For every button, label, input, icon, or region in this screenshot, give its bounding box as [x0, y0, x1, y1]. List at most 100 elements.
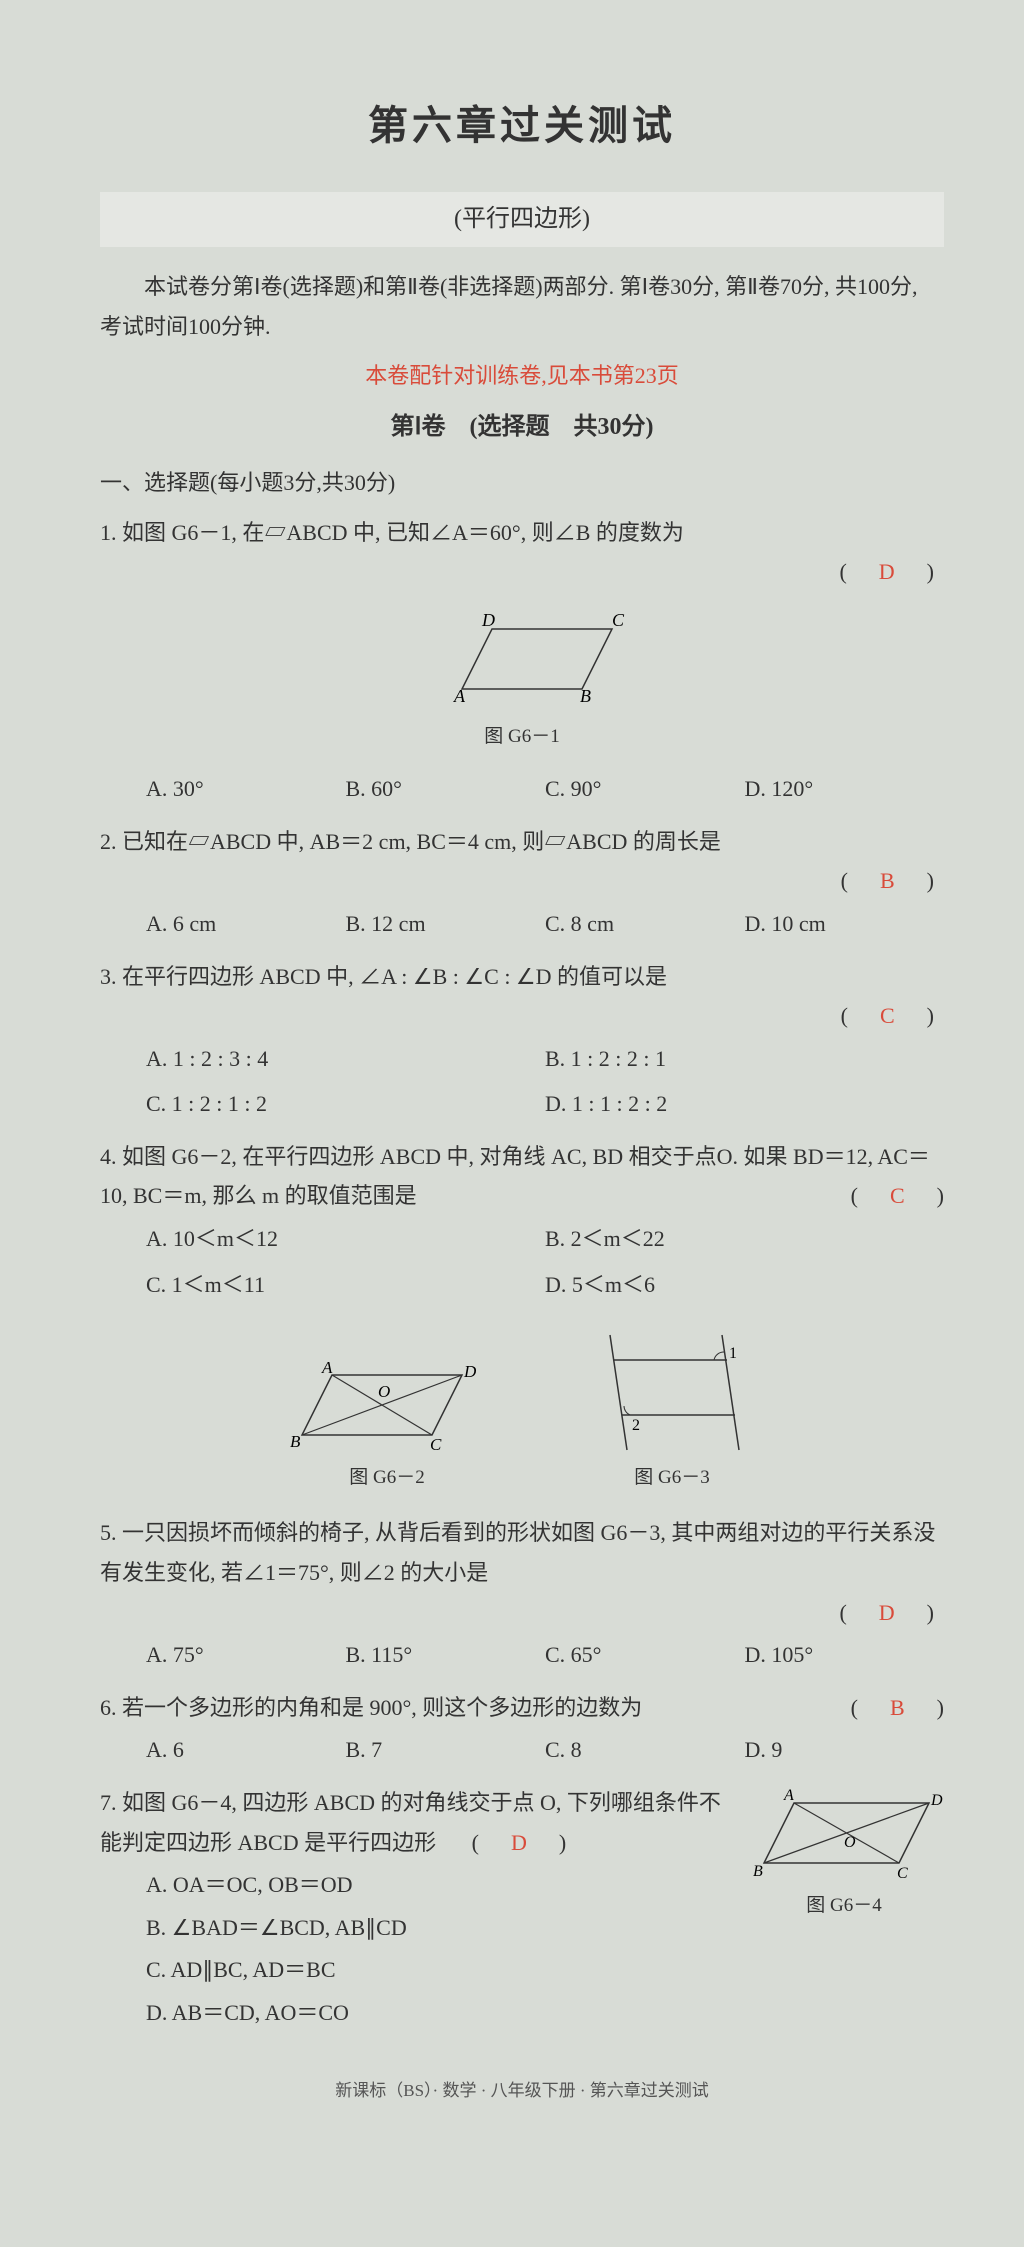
svg-text:2: 2	[632, 1417, 640, 1434]
q3-text: 在平行四边形 ABCD 中, ∠A : ∠B : ∠C : ∠D 的值可以是	[122, 964, 667, 989]
part1-header: 第Ⅰ卷 (选择题 共30分)	[100, 406, 944, 449]
q4-options: A. 10＜m＜12 B. 2＜m＜22 C. 1＜m＜11 D. 5＜m＜6	[100, 1216, 944, 1307]
figure-g6-2: O A B C D 图 G6－2	[282, 1355, 492, 1495]
fig-g6-3-label: 图 G6－3	[582, 1461, 762, 1495]
question-1: 1. 如图 G6－1, 在▱ABCD 中, 已知∠A＝60°, 则∠B 的度数为…	[100, 513, 944, 812]
fig-g6-1-label: 图 G6－1	[100, 720, 944, 754]
parallelogram-icon: A B C D	[412, 604, 632, 714]
question-3: 3. 在平行四边形 ABCD 中, ∠A : ∠B : ∠C : ∠D 的值可以…	[100, 957, 944, 1127]
q7-opt-d: D. AB＝CD, AO＝CO	[146, 1993, 944, 2033]
q5-opt-a: A. 75°	[146, 1635, 346, 1675]
q4-opt-b: B. 2＜m＜22	[545, 1219, 944, 1259]
q3-options: A. 1 : 2 : 3 : 4 B. 1 : 2 : 2 : 1 C. 1 :…	[100, 1036, 944, 1127]
q3-answer: C	[880, 1003, 895, 1028]
q2-num: 2.	[100, 829, 117, 854]
q6-opt-d: D. 9	[745, 1730, 945, 1770]
q2-text: 已知在▱ABCD 中, AB＝2 cm, BC＝4 cm, 则▱ABCD 的周长…	[122, 829, 721, 854]
q5-opt-b: B. 115°	[346, 1635, 546, 1675]
q5-answer: D	[879, 1600, 895, 1625]
q6-text: 若一个多边形的内角和是 900°, 则这个多边形的边数为	[122, 1695, 642, 1720]
q1-opt-a: A. 30°	[146, 769, 346, 809]
q5-answer-row: ( D )	[100, 1593, 944, 1633]
q1-text: 如图 G6－1, 在▱ABCD 中, 已知∠A＝60°, 则∠B 的度数为	[122, 520, 684, 545]
q4-answer: C	[890, 1183, 905, 1208]
q1-options: A. 30° B. 60° C. 90° D. 120°	[100, 766, 944, 812]
question-4: 4. 如图 G6－2, 在平行四边形 ABCD 中, 对角线 AC, BD 相交…	[100, 1137, 944, 1496]
paren-open: (	[839, 559, 868, 584]
svg-text:A: A	[783, 1787, 794, 1804]
quadrilateral-diagonals-icon: O A B C D	[744, 1783, 944, 1883]
q3-opt-c: C. 1 : 2 : 1 : 2	[146, 1084, 545, 1124]
q5-opt-c: C. 65°	[545, 1635, 745, 1675]
q7-answer: D	[511, 1830, 527, 1855]
q7-text: 如图 G6－4, 四边形 ABCD 的对角线交于点 O, 下列哪组条件不能判定四…	[100, 1790, 721, 1855]
q6-answer: B	[890, 1695, 905, 1720]
q4-num: 4.	[100, 1144, 117, 1169]
q6-options: A. 6 B. 7 C. 8 D. 9	[100, 1727, 944, 1773]
section-header: 一、选择题(每小题3分,共30分)	[100, 463, 944, 503]
svg-text:B: B	[290, 1432, 301, 1451]
chapter-subtitle: (平行四边形)	[100, 192, 944, 247]
fig-g6-4-label: 图 G6－4	[744, 1889, 944, 1923]
parallelogram-diagonals-icon: O A B C D	[282, 1355, 492, 1455]
q4-text: 如图 G6－2, 在平行四边形 ABCD 中, 对角线 AC, BD 相交于点O…	[100, 1144, 930, 1209]
q1-answer: D	[879, 559, 895, 584]
q3-opt-d: D. 1 : 1 : 2 : 2	[545, 1084, 944, 1124]
q7-answer-row: ( D )	[472, 1830, 567, 1855]
q2-answer: B	[880, 868, 895, 893]
q2-opt-c: C. 8 cm	[545, 904, 745, 944]
chair-parallelogram-icon: 1 2	[582, 1325, 762, 1455]
page-footer: 新课标（BS）· 数学 · 八年级下册 · 第六章过关测试	[100, 2076, 944, 2107]
q6-opt-c: C. 8	[545, 1730, 745, 1770]
q1-num: 1.	[100, 520, 117, 545]
figure-g6-4: O A B C D 图 G6－4	[744, 1783, 944, 1923]
figure-g6-1: A B C D 图 G6－1	[100, 604, 944, 754]
q1-opt-d: D. 120°	[745, 769, 945, 809]
q6-opt-a: A. 6	[146, 1730, 346, 1770]
svg-text:A: A	[321, 1358, 333, 1377]
q5-opt-d: D. 105°	[745, 1635, 945, 1675]
q4-opt-a: A. 10＜m＜12	[146, 1219, 545, 1259]
svg-text:A: A	[453, 686, 466, 706]
q5-text: 一只因损坏而倾斜的椅子, 从背后看到的形状如图 G6－3, 其中两组对边的平行关…	[100, 1520, 935, 1585]
paren-close: )	[905, 559, 934, 584]
intro-text: 本试卷分第Ⅰ卷(选择题)和第Ⅱ卷(非选择题)两部分. 第Ⅰ卷30分, 第Ⅱ卷70…	[100, 267, 944, 346]
figure-pair-g6-2-3: O A B C D 图 G6－2 1 2 图 G6－3	[100, 1325, 944, 1495]
q3-num: 3.	[100, 964, 117, 989]
svg-text:O: O	[844, 1834, 856, 1851]
q6-opt-b: B. 7	[346, 1730, 546, 1770]
svg-text:D: D	[463, 1362, 477, 1381]
svg-text:D: D	[930, 1792, 943, 1809]
q2-opt-d: D. 10 cm	[745, 904, 945, 944]
q2-opt-a: A. 6 cm	[146, 904, 346, 944]
svg-text:1: 1	[729, 1345, 737, 1362]
q7-opt-c: C. AD∥BC, AD＝BC	[146, 1950, 944, 1990]
svg-text:C: C	[430, 1435, 442, 1454]
q2-options: A. 6 cm B. 12 cm C. 8 cm D. 10 cm	[100, 901, 944, 947]
q3-answer-row: ( C )	[100, 996, 944, 1036]
q1-opt-c: C. 90°	[545, 769, 745, 809]
svg-text:B: B	[753, 1863, 763, 1880]
q2-answer-row: ( B )	[100, 861, 944, 901]
q1-answer-row: ( D )	[100, 552, 944, 592]
svg-text:C: C	[897, 1865, 908, 1882]
question-5: 5. 一只因损坏而倾斜的椅子, 从背后看到的形状如图 G6－3, 其中两组对边的…	[100, 1513, 944, 1677]
question-2: 2. 已知在▱ABCD 中, AB＝2 cm, BC＝4 cm, 则▱ABCD …	[100, 822, 944, 947]
q6-answer-row: ( B )	[851, 1688, 944, 1728]
red-note: 本卷配针对训练卷,见本书第23页	[100, 356, 944, 396]
q5-options: A. 75° B. 115° C. 65° D. 105°	[100, 1632, 944, 1678]
q2-opt-b: B. 12 cm	[346, 904, 546, 944]
q4-opt-d: D. 5＜m＜6	[545, 1265, 944, 1305]
q3-opt-a: A. 1 : 2 : 3 : 4	[146, 1039, 545, 1079]
q6-num: 6.	[100, 1695, 117, 1720]
figure-g6-3: 1 2 图 G6－3	[582, 1325, 762, 1495]
svg-text:D: D	[481, 610, 495, 630]
q1-opt-b: B. 60°	[346, 769, 546, 809]
question-6: 6. 若一个多边形的内角和是 900°, 则这个多边形的边数为 ( B ) A.…	[100, 1688, 944, 1773]
q4-answer-row: ( C )	[851, 1176, 944, 1216]
fig-g6-2-label: 图 G6－2	[282, 1461, 492, 1495]
chapter-title: 第六章过关测试	[100, 90, 944, 162]
svg-text:C: C	[612, 610, 625, 630]
svg-text:B: B	[580, 686, 591, 706]
q5-num: 5.	[100, 1520, 117, 1545]
